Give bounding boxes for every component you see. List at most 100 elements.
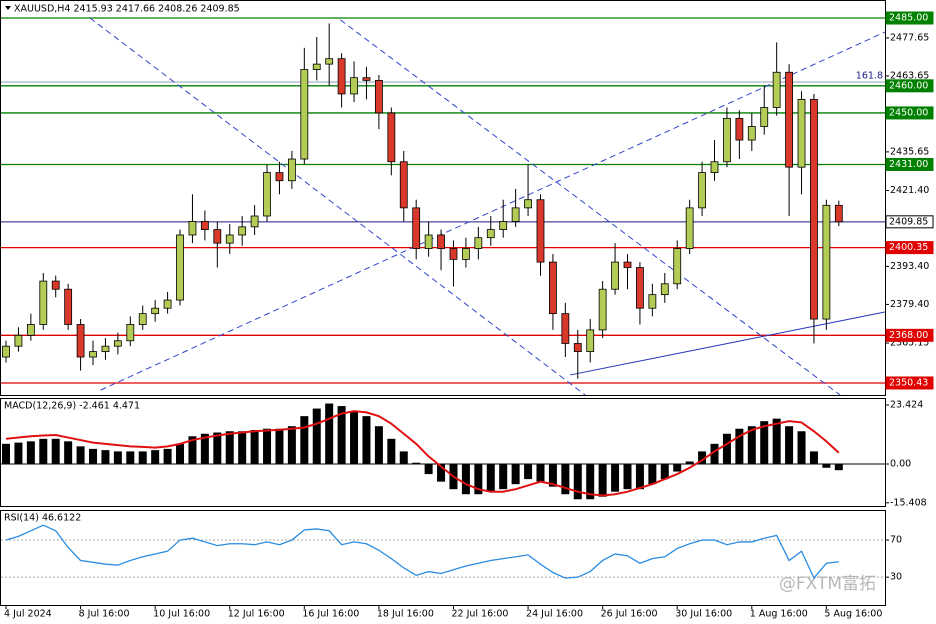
candle-body: [561, 313, 570, 344]
macd-bar: [809, 451, 818, 464]
candle-body: [163, 299, 172, 309]
macd-bar: [461, 463, 470, 495]
candle-body: [611, 261, 619, 290]
x-tick-label: 5 Aug 16:00: [824, 609, 882, 620]
candle-body: [362, 77, 371, 81]
candle-body: [151, 307, 160, 315]
macd-bar: [374, 426, 383, 464]
y-tick-label: -15.408: [890, 497, 927, 508]
candle-body: [586, 329, 595, 353]
macd-bar: [747, 426, 756, 464]
macd-bar: [163, 448, 172, 464]
trend-line: [570, 311, 885, 376]
macd-bar: [263, 428, 272, 464]
level-box: [885, 241, 934, 255]
y-tick-label: 2365.15: [890, 338, 929, 349]
level-label: 2460.00: [889, 80, 928, 91]
level-label: 2450.00: [889, 107, 928, 118]
candle-body: [760, 107, 769, 127]
candle-body: [723, 117, 731, 163]
y-tick-label: 30: [890, 572, 902, 583]
macd-bar: [2, 443, 10, 464]
main-panel: [0, 0, 886, 396]
macd-bar: [735, 428, 744, 464]
macd-bar: [586, 463, 595, 500]
candle-body: [337, 58, 346, 95]
macd-bar: [573, 463, 582, 500]
macd-title: MACD(12,26,9) -2.461 4.471: [4, 401, 140, 412]
candle-body: [549, 261, 557, 315]
macd-bar: [648, 463, 657, 485]
x-tick-label: 1 Aug 16:00: [750, 609, 808, 620]
y-tick-label: 2435.65: [890, 146, 929, 157]
level-label: 2350.43: [889, 377, 928, 388]
candle-body: [188, 221, 197, 236]
candle-body: [325, 58, 334, 65]
candle-body: [636, 267, 644, 309]
candle-body: [14, 334, 23, 347]
macd-bar: [536, 463, 545, 482]
candle-body: [387, 112, 396, 163]
macd-bar: [412, 462, 421, 464]
candle-body: [424, 234, 433, 249]
macd-bar: [524, 463, 533, 480]
candle-body: [772, 71, 781, 108]
y-tick-label: 23.424: [890, 399, 923, 410]
macd-bar: [437, 463, 446, 482]
macd-bar: [275, 428, 284, 464]
candle-body: [89, 351, 97, 358]
candle-body: [399, 161, 408, 209]
macd-bar: [101, 450, 110, 464]
macd-bar: [113, 451, 122, 464]
level-label: 2409.85: [889, 216, 928, 227]
candle-body: [64, 288, 73, 325]
macd-bar: [797, 431, 806, 464]
macd-bar: [26, 441, 35, 464]
macd-bar: [312, 408, 321, 464]
macd-bar: [76, 446, 85, 464]
macd-bar: [200, 433, 209, 464]
level-box: [885, 328, 934, 342]
candle-body: [735, 117, 744, 141]
macd-bar: [561, 463, 570, 495]
x-tick-label: 26 Jul 16:00: [601, 609, 658, 620]
macd-bar: [698, 451, 707, 464]
fib-label: 161.8: [856, 71, 883, 82]
candle-body: [462, 248, 470, 260]
x-tick-label: 4 Jul 2024: [4, 609, 52, 620]
candle-body: [138, 313, 147, 325]
macd-bar: [834, 463, 843, 471]
x-tick-label: 24 Jul 16:00: [526, 609, 583, 620]
y-tick-label: 2421.40: [890, 185, 929, 196]
macd-bar: [623, 463, 632, 490]
candle-body: [250, 215, 259, 228]
candle-body: [238, 226, 247, 236]
candle-body: [623, 261, 632, 268]
macd-bar: [685, 461, 694, 464]
macd-bar: [499, 463, 508, 490]
macd-bar: [151, 450, 160, 464]
macd-bar: [673, 463, 682, 472]
candle-body: [51, 280, 60, 290]
macd-bar: [362, 416, 371, 464]
candle-body: [511, 207, 520, 222]
candle-body: [176, 234, 184, 301]
candle-body: [660, 283, 669, 296]
macd-bar: [126, 451, 135, 464]
candle-body: [810, 98, 818, 320]
candle-body: [200, 221, 209, 230]
candle-body: [26, 324, 35, 336]
macd-bar: [176, 443, 185, 464]
macd-bar: [225, 431, 234, 464]
level-box: [885, 106, 934, 120]
rsi-title: RSI(14) 46.6122: [4, 513, 81, 524]
macd-bar: [785, 426, 794, 464]
macd-bar: [250, 429, 259, 464]
candle-body: [685, 207, 694, 249]
candle-body: [76, 324, 85, 358]
candle-body: [536, 199, 545, 263]
candle-body: [312, 63, 321, 70]
x-tick-label: 12 Jul 16:00: [228, 609, 285, 620]
